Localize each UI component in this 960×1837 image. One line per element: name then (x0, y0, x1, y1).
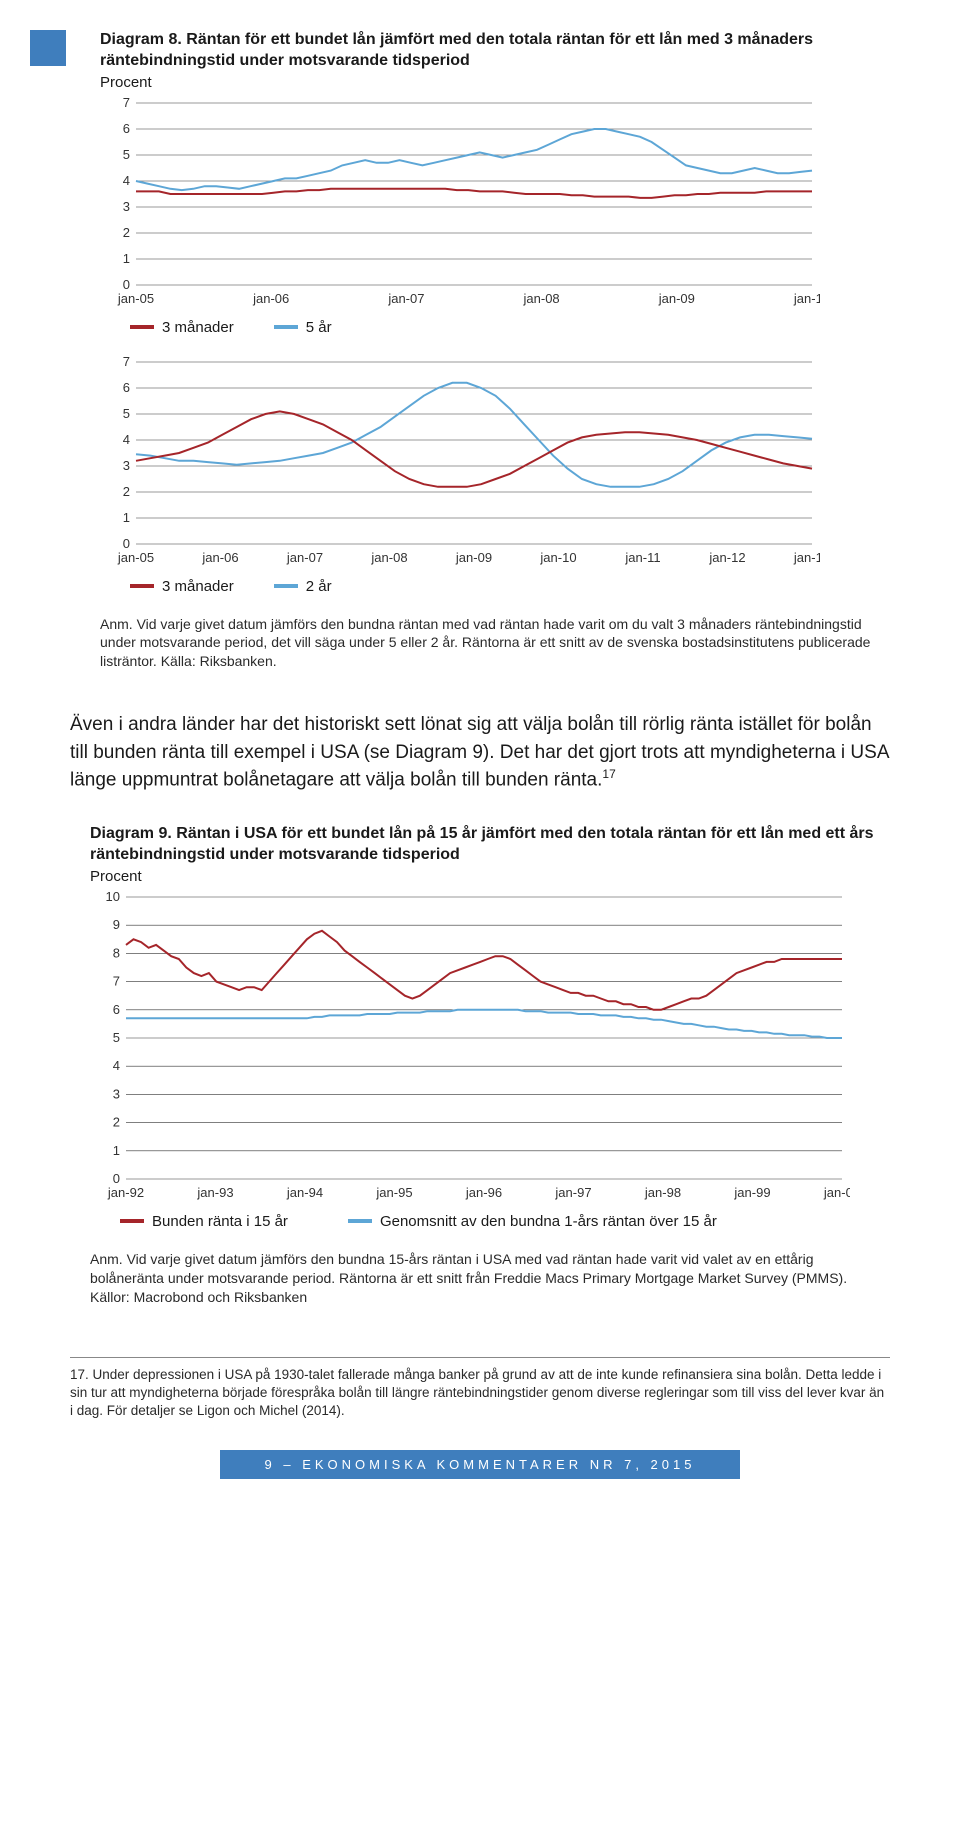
legend-swatch (274, 325, 298, 329)
svg-text:jan-08: jan-08 (523, 291, 560, 306)
svg-text:5: 5 (123, 406, 130, 421)
svg-text:6: 6 (123, 121, 130, 136)
legend-item: Genomsnitt av den bundna 1-års räntan öv… (348, 1213, 717, 1230)
svg-text:2: 2 (123, 484, 130, 499)
svg-text:2: 2 (123, 225, 130, 240)
svg-text:8: 8 (113, 945, 120, 960)
svg-text:jan-09: jan-09 (658, 291, 695, 306)
svg-text:7: 7 (123, 97, 130, 110)
diagram-8a-legend: 3 månader 5 år (130, 319, 890, 336)
svg-text:0: 0 (123, 536, 130, 551)
legend-item: 3 månader (130, 578, 234, 595)
svg-text:jan-10: jan-10 (539, 550, 576, 565)
body-paragraph-1: Även i andra länder har det historiskt s… (70, 711, 890, 794)
svg-text:jan-10: jan-10 (793, 291, 820, 306)
svg-text:3: 3 (113, 1086, 120, 1101)
svg-text:1: 1 (123, 510, 130, 525)
chart-9-svg: 0 1 2 3 4 5 6 7 8 9 10 jan-92 jan-93 jan-94 jan-95 jan-… (90, 891, 850, 1201)
svg-text:10: 10 (106, 891, 120, 904)
legend-label: Genomsnitt av den bundna 1-års räntan öv… (380, 1213, 717, 1230)
legend-swatch (130, 325, 154, 329)
svg-text:0: 0 (113, 1171, 120, 1186)
svg-text:jan-06: jan-06 (201, 550, 238, 565)
svg-text:jan-09: jan-09 (455, 550, 492, 565)
svg-text:1: 1 (123, 251, 130, 266)
chart-8a-svg: 0 1 2 3 4 5 6 7 jan-05 jan-06 jan-07 jan-08 jan-09 ja… (100, 97, 820, 307)
svg-text:2: 2 (113, 1114, 120, 1129)
diagram-8b-legend: 3 månader 2 år (130, 578, 890, 595)
chart-8b-svg: 0 1 2 3 4 5 6 7 jan-05 jan-06 jan-07 jan-08 jan-09 ja… (100, 356, 820, 566)
footnote-ref-17: 17 (602, 767, 615, 781)
diagram-8-block: Diagram 8. Räntan för ett bundet lån jäm… (100, 30, 890, 671)
legend-label: 5 år (306, 319, 332, 336)
svg-text:jan-93: jan-93 (196, 1185, 233, 1200)
svg-text:jan-00: jan-00 (823, 1185, 850, 1200)
svg-text:jan-07: jan-07 (387, 291, 424, 306)
legend-item: 2 år (274, 578, 332, 595)
svg-text:4: 4 (123, 173, 130, 188)
svg-text:jan-96: jan-96 (465, 1185, 502, 1200)
svg-text:jan-08: jan-08 (370, 550, 407, 565)
diagram-9-block: Diagram 9. Räntan i USA för ett bundet l… (90, 824, 890, 1306)
page-footer: 9 – EKONOMISKA KOMMENTARER NR 7, 2015 (220, 1450, 740, 1479)
legend-label: Bunden ränta i 15 år (152, 1213, 288, 1230)
svg-text:5: 5 (123, 147, 130, 162)
legend-item: 5 år (274, 319, 332, 336)
svg-text:jan-98: jan-98 (644, 1185, 681, 1200)
svg-text:7: 7 (113, 973, 120, 988)
svg-text:jan-07: jan-07 (286, 550, 323, 565)
svg-text:jan-92: jan-92 (107, 1185, 144, 1200)
svg-text:6: 6 (113, 1002, 120, 1017)
svg-text:3: 3 (123, 199, 130, 214)
svg-text:4: 4 (123, 432, 130, 447)
svg-text:jan-99: jan-99 (733, 1185, 770, 1200)
footnote-separator (70, 1357, 890, 1358)
svg-text:0: 0 (123, 277, 130, 292)
diagram-8-subtitle: Procent (100, 74, 890, 91)
legend-label: 3 månader (162, 319, 234, 336)
svg-text:5: 5 (113, 1030, 120, 1045)
svg-text:jan-05: jan-05 (117, 550, 154, 565)
svg-text:jan-06: jan-06 (252, 291, 289, 306)
diagram-9-title: Diagram 9. Räntan i USA för ett bundet l… (90, 824, 890, 866)
diagram-9-subtitle: Procent (90, 868, 890, 885)
legend-label: 3 månader (162, 578, 234, 595)
diagram-9-note: Anm. Vid varje givet datum jämförs den b… (90, 1250, 890, 1307)
svg-text:jan-05: jan-05 (117, 291, 154, 306)
svg-text:7: 7 (123, 356, 130, 369)
header-blue-marker (30, 30, 66, 66)
legend-swatch (274, 584, 298, 588)
diagram-9-panel: 0 1 2 3 4 5 6 7 8 9 10 jan-92 jan-93 jan-94 jan-95 jan-… (90, 891, 890, 1201)
legend-item: 3 månader (130, 319, 234, 336)
svg-text:jan-13: jan-13 (793, 550, 820, 565)
svg-text:9: 9 (113, 917, 120, 932)
footnote-17: 17. Under depressionen i USA på 1930-tal… (70, 1366, 890, 1421)
svg-text:4: 4 (113, 1058, 120, 1073)
svg-text:jan-97: jan-97 (554, 1185, 591, 1200)
diagram-9-legend: Bunden ränta i 15 år Genomsnitt av den bu… (120, 1213, 890, 1230)
svg-text:jan-94: jan-94 (286, 1185, 323, 1200)
legend-label: 2 år (306, 578, 332, 595)
body-paragraph-1-text: Även i andra länder har det historiskt s… (70, 714, 888, 790)
legend-swatch (130, 584, 154, 588)
diagram-8-panel-b: 0 1 2 3 4 5 6 7 jan-05 jan-06 jan-07 jan-08 jan-09 ja… (100, 356, 890, 566)
legend-swatch (348, 1219, 372, 1223)
svg-text:jan-11: jan-11 (624, 550, 660, 565)
svg-text:jan-95: jan-95 (375, 1185, 412, 1200)
svg-text:6: 6 (123, 380, 130, 395)
diagram-8-title: Diagram 8. Räntan för ett bundet lån jäm… (100, 30, 890, 72)
legend-item: Bunden ränta i 15 år (120, 1213, 288, 1230)
diagram-8-note: Anm. Vid varje givet datum jämförs den b… (100, 615, 890, 672)
diagram-8-panel-a: 0 1 2 3 4 5 6 7 jan-05 jan-06 jan-07 jan-08 jan-09 ja… (100, 97, 890, 307)
svg-text:3: 3 (123, 458, 130, 473)
svg-text:1: 1 (113, 1143, 120, 1158)
svg-text:jan-12: jan-12 (708, 550, 745, 565)
legend-swatch (120, 1219, 144, 1223)
